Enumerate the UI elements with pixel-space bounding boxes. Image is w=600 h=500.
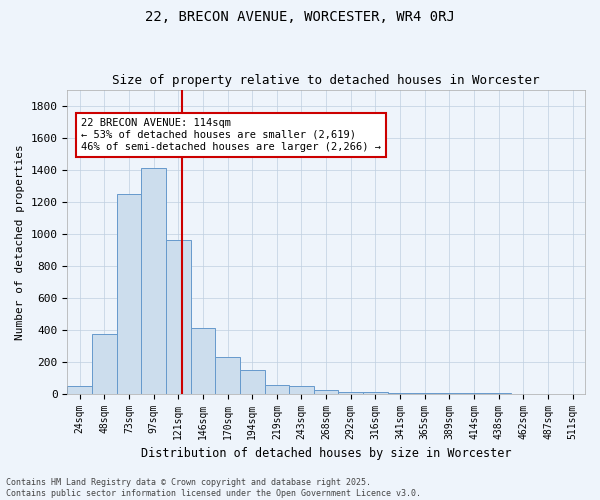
Bar xyxy=(166,240,191,394)
Bar xyxy=(215,357,240,394)
Bar xyxy=(265,385,289,394)
Bar xyxy=(437,393,462,394)
Y-axis label: Number of detached properties: Number of detached properties xyxy=(15,144,25,340)
Bar xyxy=(462,393,487,394)
Bar xyxy=(363,392,388,394)
Bar xyxy=(289,386,314,394)
Bar xyxy=(314,390,338,394)
Text: 22 BRECON AVENUE: 114sqm
← 53% of detached houses are smaller (2,619)
46% of sem: 22 BRECON AVENUE: 114sqm ← 53% of detach… xyxy=(81,118,381,152)
X-axis label: Distribution of detached houses by size in Worcester: Distribution of detached houses by size … xyxy=(141,447,511,460)
Bar xyxy=(191,328,215,394)
Bar xyxy=(116,194,141,394)
Text: Contains HM Land Registry data © Crown copyright and database right 2025.
Contai: Contains HM Land Registry data © Crown c… xyxy=(6,478,421,498)
Text: 22, BRECON AVENUE, WORCESTER, WR4 0RJ: 22, BRECON AVENUE, WORCESTER, WR4 0RJ xyxy=(145,10,455,24)
Title: Size of property relative to detached houses in Worcester: Size of property relative to detached ho… xyxy=(112,74,540,87)
Bar xyxy=(240,370,265,394)
Bar xyxy=(92,334,116,394)
Bar xyxy=(487,393,511,394)
Bar xyxy=(67,386,92,394)
Bar xyxy=(388,393,412,394)
Bar xyxy=(141,168,166,394)
Bar xyxy=(338,392,363,394)
Bar xyxy=(412,393,437,394)
